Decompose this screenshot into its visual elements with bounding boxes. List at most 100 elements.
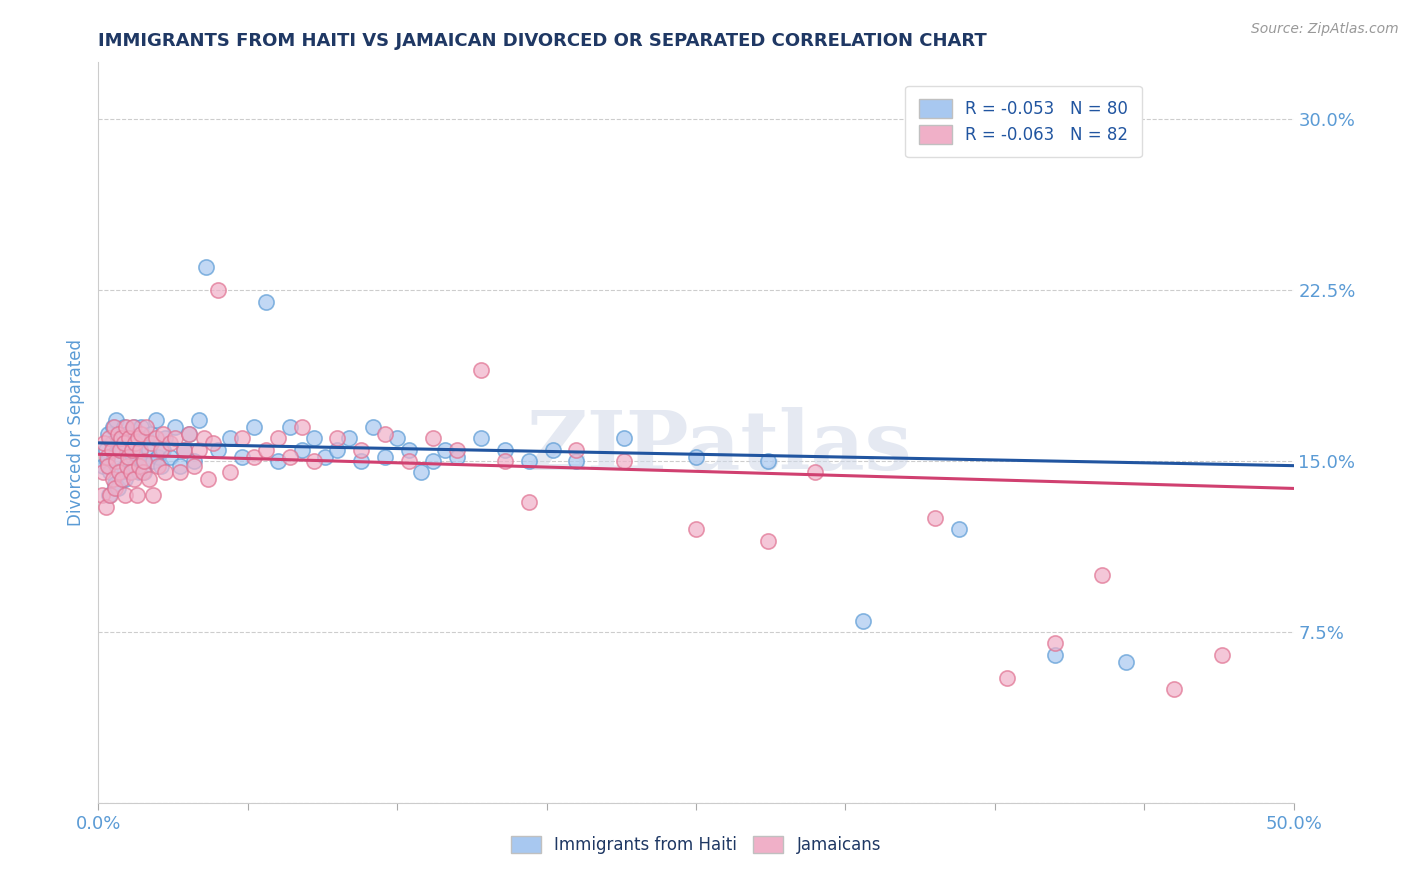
Point bbox=[118, 466, 141, 480]
Point bbox=[202, 435, 225, 450]
Point bbox=[254, 294, 277, 309]
Point bbox=[422, 454, 444, 468]
Point bbox=[111, 442, 134, 457]
Point bbox=[139, 435, 162, 450]
Point bbox=[138, 472, 160, 486]
Point bbox=[114, 472, 136, 486]
Point bbox=[1043, 636, 1066, 650]
Point bbox=[243, 420, 266, 434]
Point bbox=[110, 466, 132, 480]
Point bbox=[124, 472, 146, 486]
Point bbox=[91, 488, 114, 502]
Point bbox=[1115, 655, 1137, 669]
Point bbox=[128, 466, 150, 480]
Point bbox=[173, 442, 195, 457]
Point bbox=[108, 442, 131, 457]
Point bbox=[125, 488, 148, 502]
Point bbox=[115, 435, 138, 450]
Point bbox=[924, 511, 946, 525]
Point bbox=[120, 431, 142, 445]
Point bbox=[121, 442, 143, 457]
Text: ZIPatlas: ZIPatlas bbox=[527, 408, 912, 487]
Point bbox=[541, 442, 564, 457]
Text: IMMIGRANTS FROM HAITI VS JAMAICAN DIVORCED OR SEPARATED CORRELATION CHART: IMMIGRANTS FROM HAITI VS JAMAICAN DIVORC… bbox=[98, 32, 987, 50]
Point bbox=[179, 426, 201, 441]
Point bbox=[385, 431, 409, 445]
Point bbox=[110, 431, 132, 445]
Point bbox=[254, 442, 277, 457]
Point bbox=[163, 420, 186, 434]
Point bbox=[756, 454, 779, 468]
Point bbox=[96, 450, 118, 464]
Point bbox=[195, 260, 218, 275]
Point bbox=[101, 420, 124, 434]
Point bbox=[219, 431, 242, 445]
Point bbox=[125, 450, 148, 464]
Point bbox=[374, 426, 396, 441]
Point bbox=[434, 442, 457, 457]
Point bbox=[131, 454, 153, 468]
Point bbox=[152, 442, 174, 457]
Point bbox=[1091, 568, 1114, 582]
Point bbox=[446, 450, 468, 464]
Text: Source: ZipAtlas.com: Source: ZipAtlas.com bbox=[1251, 22, 1399, 37]
Point bbox=[1163, 681, 1185, 696]
Point bbox=[115, 426, 138, 441]
Point bbox=[187, 413, 209, 427]
Point bbox=[96, 454, 118, 468]
Point bbox=[122, 450, 145, 464]
Legend: Immigrants from Haiti, Jamaicans: Immigrants from Haiti, Jamaicans bbox=[503, 830, 889, 861]
Point bbox=[127, 431, 149, 445]
Point bbox=[127, 431, 149, 445]
Point bbox=[422, 431, 444, 445]
Point bbox=[326, 442, 349, 457]
Point bbox=[97, 426, 120, 441]
Point bbox=[565, 454, 588, 468]
Point bbox=[107, 482, 129, 496]
Point bbox=[91, 466, 114, 480]
Point bbox=[179, 426, 201, 441]
Point bbox=[112, 420, 135, 434]
Point bbox=[122, 420, 145, 434]
Point bbox=[142, 488, 165, 502]
Point bbox=[159, 435, 181, 450]
Point bbox=[118, 431, 141, 445]
Point bbox=[135, 431, 157, 445]
Point bbox=[446, 442, 468, 457]
Point bbox=[124, 458, 146, 473]
Point bbox=[149, 442, 172, 457]
Point bbox=[145, 431, 167, 445]
Point bbox=[219, 466, 242, 480]
Point bbox=[756, 533, 779, 548]
Point bbox=[470, 431, 492, 445]
Point bbox=[100, 442, 122, 457]
Point bbox=[173, 442, 195, 457]
Point bbox=[103, 420, 125, 434]
Point bbox=[135, 420, 157, 434]
Point bbox=[494, 454, 516, 468]
Point bbox=[326, 431, 349, 445]
Point bbox=[411, 466, 433, 480]
Point bbox=[1043, 648, 1066, 662]
Point bbox=[470, 363, 492, 377]
Point bbox=[97, 458, 120, 473]
Point bbox=[267, 454, 290, 468]
Point bbox=[129, 442, 152, 457]
Point bbox=[187, 442, 209, 457]
Point bbox=[94, 442, 117, 457]
Point bbox=[159, 450, 181, 464]
Point bbox=[183, 458, 205, 473]
Point bbox=[115, 458, 138, 473]
Point bbox=[104, 476, 127, 491]
Point bbox=[105, 413, 128, 427]
Point bbox=[155, 431, 177, 445]
Point bbox=[131, 420, 153, 434]
Point bbox=[169, 458, 191, 473]
Point bbox=[100, 435, 122, 450]
Point bbox=[291, 442, 314, 457]
Point bbox=[131, 426, 153, 441]
Point bbox=[101, 472, 124, 486]
Point bbox=[148, 450, 170, 464]
Point bbox=[98, 431, 121, 445]
Point bbox=[302, 431, 325, 445]
